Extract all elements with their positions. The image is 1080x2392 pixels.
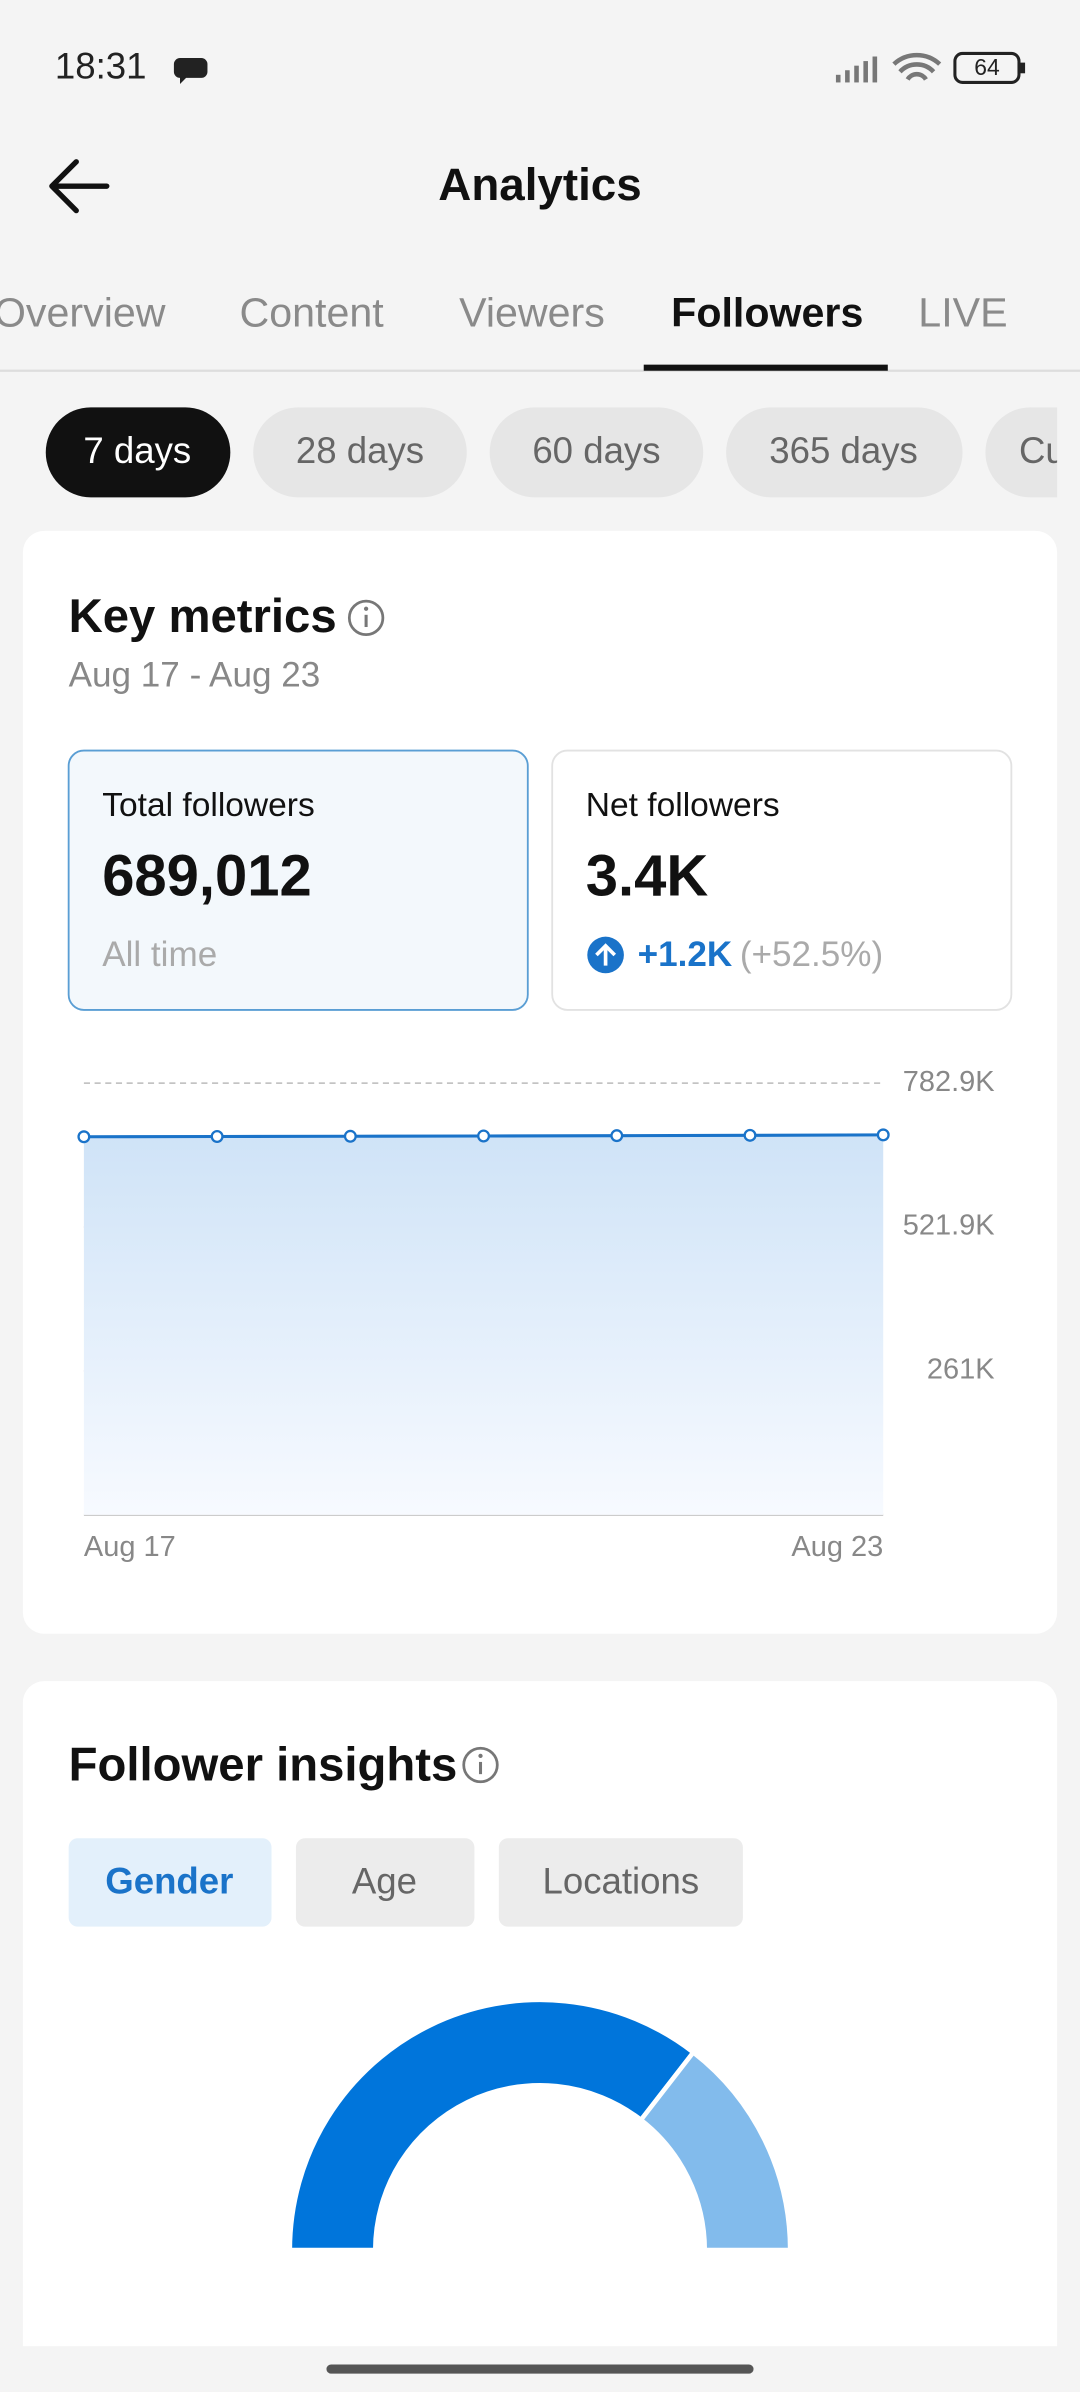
battery-icon [953,51,1021,84]
chip[interactable] [489,407,704,498]
filter-label: Gender [105,1861,233,1902]
chip-label: 60 days [532,430,660,471]
gauge-segment [637,2049,793,2253]
wifi-icon [892,52,942,81]
metric-value: 689,012 [102,845,311,909]
chip-label: 28 days [296,430,424,471]
chip-label: 365 days [769,430,918,471]
tab-indicator [643,364,888,371]
x-tick-label: Aug 23 [791,1531,883,1563]
y-tick-label: 261K [927,1354,995,1386]
filter-label: Locations [542,1861,699,1902]
up-icon [587,936,624,974]
status-time: 18:31 [55,45,147,86]
metric-card-selected[interactable] [67,749,529,1011]
metric-change: +1.2K [638,935,733,974]
chip-fade [1057,399,1080,507]
info-icon[interactable] [347,599,385,637]
back-button[interactable] [49,159,110,214]
metric-change-pct: (+52.5%) [740,935,883,974]
point [610,1129,624,1143]
date-range: Aug 17 - Aug 23 [69,656,321,695]
filter[interactable] [498,1838,743,1927]
tab[interactable]: Overview [0,290,166,336]
point [876,1128,890,1142]
tab[interactable]: Content [239,290,384,336]
point [743,1128,757,1142]
signal-icon [835,56,878,83]
chip-label: 7 days [83,430,191,471]
x-tick-label: Aug 17 [84,1531,176,1563]
battery-level: 64 [974,54,1000,80]
section-title: Follower insights [69,1739,458,1792]
filter-label: Age [352,1861,417,1902]
metric-note: All time [102,935,217,974]
tab[interactable]: Viewers [459,290,605,336]
page-title: Analytics [438,159,641,210]
point [210,1130,224,1143]
tab[interactable]: LIVE [918,290,1007,336]
metric-label: Net followers [586,787,780,824]
filter[interactable] [295,1838,475,1927]
point [477,1129,491,1143]
filter-active[interactable] [68,1838,272,1927]
area [83,1134,884,1515]
y-tick-label: 782.9K [903,1066,995,1098]
message-icon [173,58,208,84]
tab-active[interactable]: Followers [671,290,863,336]
chip[interactable] [726,407,963,498]
info-icon[interactable] [462,1746,499,1784]
chip-active[interactable] [45,407,231,498]
battery-tip [1020,62,1026,74]
metric-value: 3.4K [586,845,709,909]
metric-card[interactable] [551,749,1013,1011]
chip[interactable] [253,407,467,498]
section-title: Key metrics [69,590,337,643]
y-tick-label: 521.9K [903,1210,995,1242]
point [77,1130,91,1144]
point [343,1129,357,1143]
metric-label: Total followers [102,787,315,824]
home-indicator [326,2364,754,2374]
chip[interactable] [985,407,1080,498]
gauge-segment [287,1997,697,2253]
